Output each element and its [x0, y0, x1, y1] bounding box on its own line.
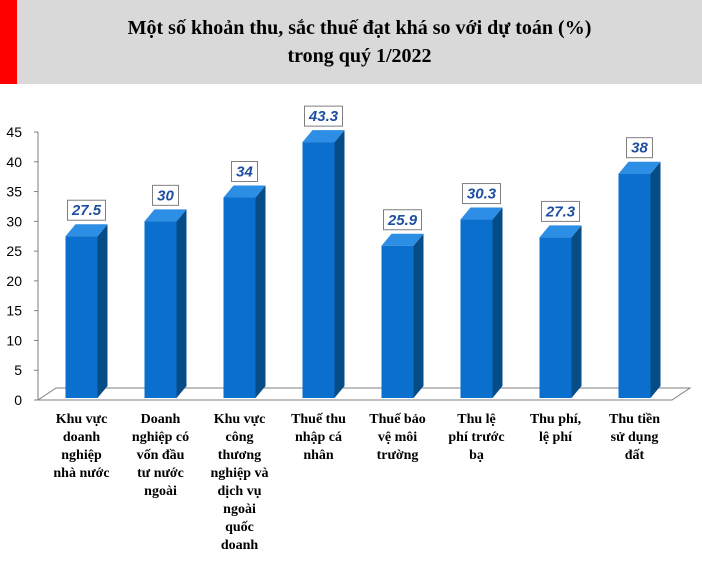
- x-tick-label: Doanh nghiệp có vốn đầu tư nước ngoài: [119, 411, 203, 501]
- data-label: 43.3: [308, 108, 339, 125]
- y-tick-label: 25: [6, 243, 22, 259]
- y-tick-label: 30: [6, 213, 22, 229]
- bar-chart: 0 5 10 15 20 25 30 35 40 45 27.5 30 34 43.3 25.9 30.3 27…: [6, 105, 692, 408]
- x-tick-label-line: trường: [376, 448, 419, 463]
- y-tick-label: 20: [6, 273, 22, 289]
- x-tick-label-line: doanh: [220, 538, 259, 553]
- bar-side: [176, 209, 187, 398]
- bar: [302, 142, 335, 398]
- data-label: 27.3: [545, 203, 576, 220]
- data-label-box: [67, 199, 106, 221]
- x-tick-label-line: Thu tiền: [609, 412, 660, 427]
- x-tick-label-line: quốc: [225, 520, 254, 535]
- x-tick-label-line: phí trước: [448, 430, 505, 445]
- y-tick-label: 40: [6, 154, 22, 170]
- x-tick-label-line: ngoài: [223, 502, 256, 517]
- data-label-box: [152, 184, 179, 206]
- bar: [381, 245, 414, 398]
- title-line-1: Một số khoản thu, sắc thuế đạt khá so vớ…: [127, 17, 592, 39]
- bar-top: [65, 224, 108, 237]
- x-tick-label-line: lệ phí: [538, 430, 573, 445]
- data-label-box: [231, 161, 258, 183]
- data-label-box: [626, 137, 653, 159]
- data-label-box: [462, 183, 501, 205]
- x-tick-label-line: Thuế thu: [291, 412, 346, 427]
- data-label: 30: [157, 187, 174, 204]
- y-tick-label: 35: [6, 184, 22, 200]
- data-label: 27.5: [71, 202, 102, 219]
- data-label: 34: [236, 164, 253, 181]
- chart-floor: [36, 387, 692, 401]
- x-tick-label-line: dịch vụ: [217, 484, 262, 499]
- x-tick-label: Thu tiền sử dụng đất: [593, 411, 677, 465]
- x-tick-label-line: Thuế bảo: [369, 412, 426, 427]
- x-tick-label: Thu lệ phí trước bạ: [435, 411, 519, 465]
- x-tick-label-line: thương: [217, 448, 262, 463]
- bar-top: [223, 185, 266, 198]
- bar: [618, 173, 651, 398]
- bar-top: [381, 233, 424, 246]
- x-tick-label-line: vốn đầu: [136, 448, 185, 463]
- header-bar: Một số khoản thu, sắc thuế đạt khá so vớ…: [0, 0, 702, 84]
- bar-top: [618, 161, 661, 174]
- x-tick-label-line: nhà nước: [53, 466, 110, 481]
- data-label-box: [304, 105, 343, 127]
- data-label: 25.9: [387, 212, 418, 229]
- data-label: 38: [631, 140, 648, 157]
- bar-top: [144, 209, 187, 222]
- bar: [65, 236, 98, 398]
- bar: [144, 221, 177, 398]
- title-line-2: trong quý 1/2022: [287, 45, 432, 67]
- chart-title: Một số khoản thu, sắc thuế đạt khá so vớ…: [17, 14, 702, 70]
- x-tick-label-line: doanh: [62, 430, 101, 445]
- x-tick-label-line: nghiệp và: [210, 466, 269, 481]
- x-tick-label-line: đất: [624, 448, 645, 463]
- x-tick-label-line: tư nước: [137, 466, 184, 481]
- bar-side: [255, 185, 266, 398]
- x-tick-label: Khu vực công thương nghiệp và dịch vụ ngoài qu…: [198, 411, 282, 555]
- bar-side: [650, 161, 661, 398]
- header-accent-stripe: [0, 0, 17, 84]
- x-tick-label-line: Khu vực: [213, 412, 266, 427]
- x-tick-label-line: Thu lệ: [457, 412, 496, 427]
- data-label-box: [541, 200, 580, 222]
- x-tick-label-line: bạ: [469, 448, 484, 463]
- y-tick-label: 45: [6, 124, 22, 140]
- x-tick-label-line: nghiệp: [61, 448, 102, 463]
- y-tick-label: 5: [14, 362, 22, 378]
- x-tick-label-line: Thu phí,: [529, 412, 582, 427]
- x-tick-label-line: nhập cá: [294, 430, 343, 445]
- bar-side: [492, 207, 503, 398]
- bar: [539, 237, 572, 398]
- data-label-box: [383, 209, 422, 231]
- x-tick-label-line: Doanh: [140, 412, 181, 427]
- bar-top: [460, 207, 503, 220]
- x-tick-label-line: sử dụng: [610, 430, 659, 445]
- bar-side: [413, 233, 424, 398]
- x-tick-label: Thuế thu nhập cá nhân: [277, 411, 361, 465]
- bar-top: [302, 130, 345, 143]
- bar: [460, 219, 493, 398]
- x-tick-label: Khu vực doanh nghiệp nhà nước: [40, 411, 124, 483]
- y-tick-label: 15: [6, 303, 22, 319]
- x-tick-label-line: nhân: [303, 448, 334, 463]
- x-tick-label-line: ngoài: [144, 484, 177, 499]
- bar: [223, 197, 256, 398]
- bar-side: [97, 224, 108, 398]
- y-tick-label: 0: [14, 392, 22, 408]
- x-tick-label-line: Khu vực: [55, 412, 108, 427]
- data-label: 30.3: [467, 186, 497, 203]
- y-tick-label: 10: [6, 332, 22, 348]
- x-tick-label-line: công: [225, 430, 254, 445]
- bar-top: [539, 225, 582, 238]
- x-tick-label-line: nghiệp có: [131, 430, 190, 445]
- x-tick-label: Thu phí, lệ phí: [514, 411, 598, 447]
- bar-side: [571, 225, 582, 398]
- x-tick-label-line: vệ môi: [377, 430, 418, 445]
- bar-side: [334, 130, 345, 398]
- x-tick-label: Thuế bảo vệ môi trường: [356, 411, 440, 465]
